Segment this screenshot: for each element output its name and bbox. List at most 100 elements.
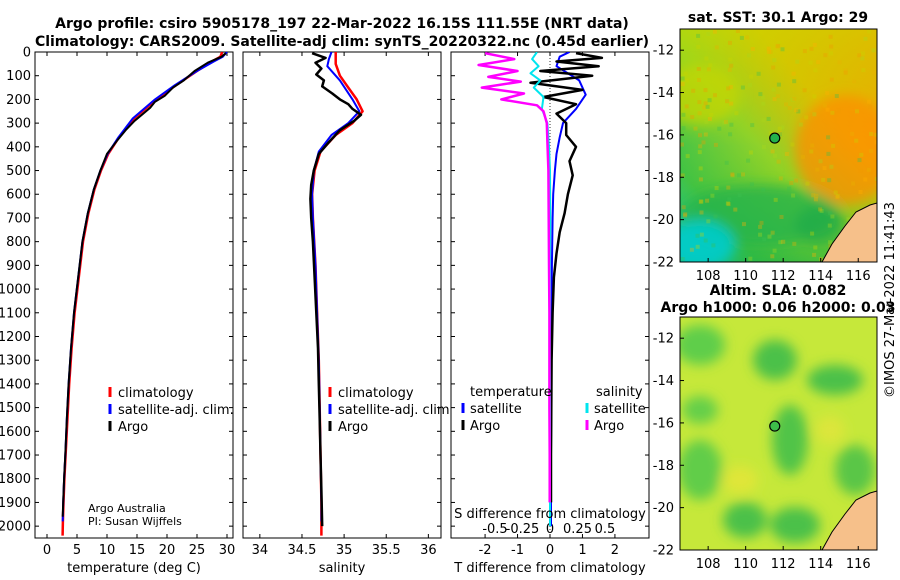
map-x-tick-label: 108: [696, 557, 721, 572]
map-y-tick-label: -14: [653, 374, 674, 389]
map-y-tick-label: -14: [653, 86, 674, 101]
secondary-x-tick-label: 0.25: [563, 522, 592, 537]
sst-texture-cell: [702, 105, 707, 110]
sst-texture-cell: [851, 181, 856, 186]
sst-texture-cell: [698, 199, 703, 204]
map-x-tick-label: 114: [808, 557, 833, 572]
y-tick-label: 1600: [0, 425, 31, 440]
sst-texture-cell: [792, 79, 797, 84]
sst-texture-cell: [698, 177, 703, 182]
map-y-tick-label: -18: [653, 459, 674, 474]
sst-texture-cell: [695, 244, 700, 249]
sst-texture-cell: [758, 224, 763, 229]
sst-texture-cell: [770, 149, 775, 154]
sst-map-panel: sat. SST: 30.1 Argo: 29 108 110 112 114 116 -…: [653, 10, 878, 284]
sst-texture-cell: [761, 118, 766, 123]
map-x-tick-label: 116: [846, 269, 871, 284]
map-x-tick-label: 112: [771, 269, 796, 284]
sst-texture-cell: [857, 53, 862, 58]
sst-texture-cell: [729, 101, 734, 106]
sst-texture-cell: [703, 101, 708, 106]
map-y-tick-label: -22: [653, 544, 674, 559]
sst-texture-cell: [741, 172, 745, 177]
sst-texture-cell: [680, 173, 685, 178]
figure-title-line1: Argo profile: csiro 5905178_197 22-Mar-2…: [55, 16, 629, 32]
sst-texture-cell: [706, 219, 711, 224]
sst-texture-cell: [729, 122, 734, 127]
sst-texture-cell: [795, 59, 800, 64]
sst-texture-cell: [794, 178, 799, 183]
y-tick-label: 1900: [0, 496, 31, 511]
sst-texture-cell: [704, 56, 709, 61]
sst-texture-cell: [787, 186, 792, 191]
map-y-tick-label: -18: [653, 171, 674, 186]
sst-texture-cell: [812, 42, 817, 47]
sst-texture-cell: [680, 257, 685, 261]
sst-map-field: [680, 29, 877, 262]
sst-texture-cell: [710, 193, 715, 198]
sla-map-axes: [679, 316, 878, 551]
sla-map-subtitle: Argo h1000: 0.06 h2000: 0.03: [660, 300, 895, 316]
sst-texture-cell: [833, 190, 838, 195]
sst-texture-cell: [699, 232, 704, 237]
sst-texture-cell: [681, 126, 686, 131]
y-tick-label: 500: [6, 164, 31, 179]
sst-texture-cell: [758, 232, 763, 237]
sst-texture-cell: [773, 197, 778, 202]
sst-texture-cell: [695, 233, 700, 238]
sst-texture-cell: [697, 100, 702, 105]
x-tick-label: 35: [336, 543, 353, 558]
sst-texture-cell: [810, 231, 815, 236]
x-tick-label: -1: [511, 543, 524, 558]
sst-texture-cell: [758, 92, 763, 97]
sst-texture-cell: [835, 195, 840, 200]
sla-map-panel: Altim. SLA: 0.082 Argo h1000: 0.06 h2000…: [653, 283, 896, 572]
sst-texture-cell: [761, 187, 766, 192]
sst-texture-cell: [737, 193, 742, 198]
sst-texture-cell: [730, 173, 735, 178]
sst-texture-cell: [835, 193, 840, 198]
sst-texture-cell: [843, 70, 848, 75]
sst-texture-cell: [701, 140, 706, 145]
x-tick-label: 30: [219, 543, 236, 558]
sst-texture-cell: [761, 101, 766, 106]
sst-texture-cell: [821, 177, 826, 182]
sst-texture-cell: [861, 68, 866, 73]
sst-texture-cell: [802, 88, 807, 93]
sst-texture-cell: [705, 198, 710, 203]
x-tick-label: 2: [611, 543, 619, 558]
map-y-tick-label: -20: [653, 213, 674, 228]
map-x-tick-label: 110: [733, 557, 758, 572]
sst-texture-cell: [749, 182, 754, 187]
sst-texture-cell: [800, 118, 805, 123]
sst-texture-cell: [813, 68, 818, 73]
sst-texture-cell: [789, 181, 794, 185]
sst-texture-cell: [728, 85, 733, 89]
sst-texture-cell: [858, 152, 863, 157]
secondary-x-tick-label: -0.5: [482, 522, 507, 537]
sst-texture-cell: [869, 170, 874, 175]
sst-texture-cell: [810, 143, 815, 148]
sst-texture-cell: [874, 132, 877, 137]
sst-texture-cell: [812, 94, 817, 99]
y-tick-label: 1200: [0, 330, 31, 345]
sst-texture-cell: [698, 166, 703, 171]
figure-title-line2: Climatology: CARS2009. Satellite-adj cli…: [35, 34, 649, 50]
sst-texture-cell: [830, 110, 835, 115]
sst-texture-cell: [834, 94, 839, 98]
sst-texture-cell: [683, 212, 688, 217]
y-tick-label: 1800: [0, 472, 31, 487]
sst-texture-cell: [869, 132, 874, 136]
sst-texture-cell: [696, 44, 701, 49]
difference-xlabel: T difference from climatology: [453, 561, 646, 576]
sst-texture-cell: [722, 120, 727, 125]
sst-texture-cell: [728, 40, 732, 45]
diff-legend-sal-satellite-label: satellite: [594, 402, 646, 417]
diff-legend-salinity-title: salinity: [596, 385, 643, 400]
sst-texture-cell: [863, 177, 868, 182]
sst-texture-cell: [680, 82, 685, 86]
map-x-tick-label: 110: [733, 269, 758, 284]
y-tick-label: 1700: [0, 449, 31, 464]
sst-texture-cell: [684, 104, 689, 109]
legend-argo-label: Argo: [118, 420, 148, 435]
